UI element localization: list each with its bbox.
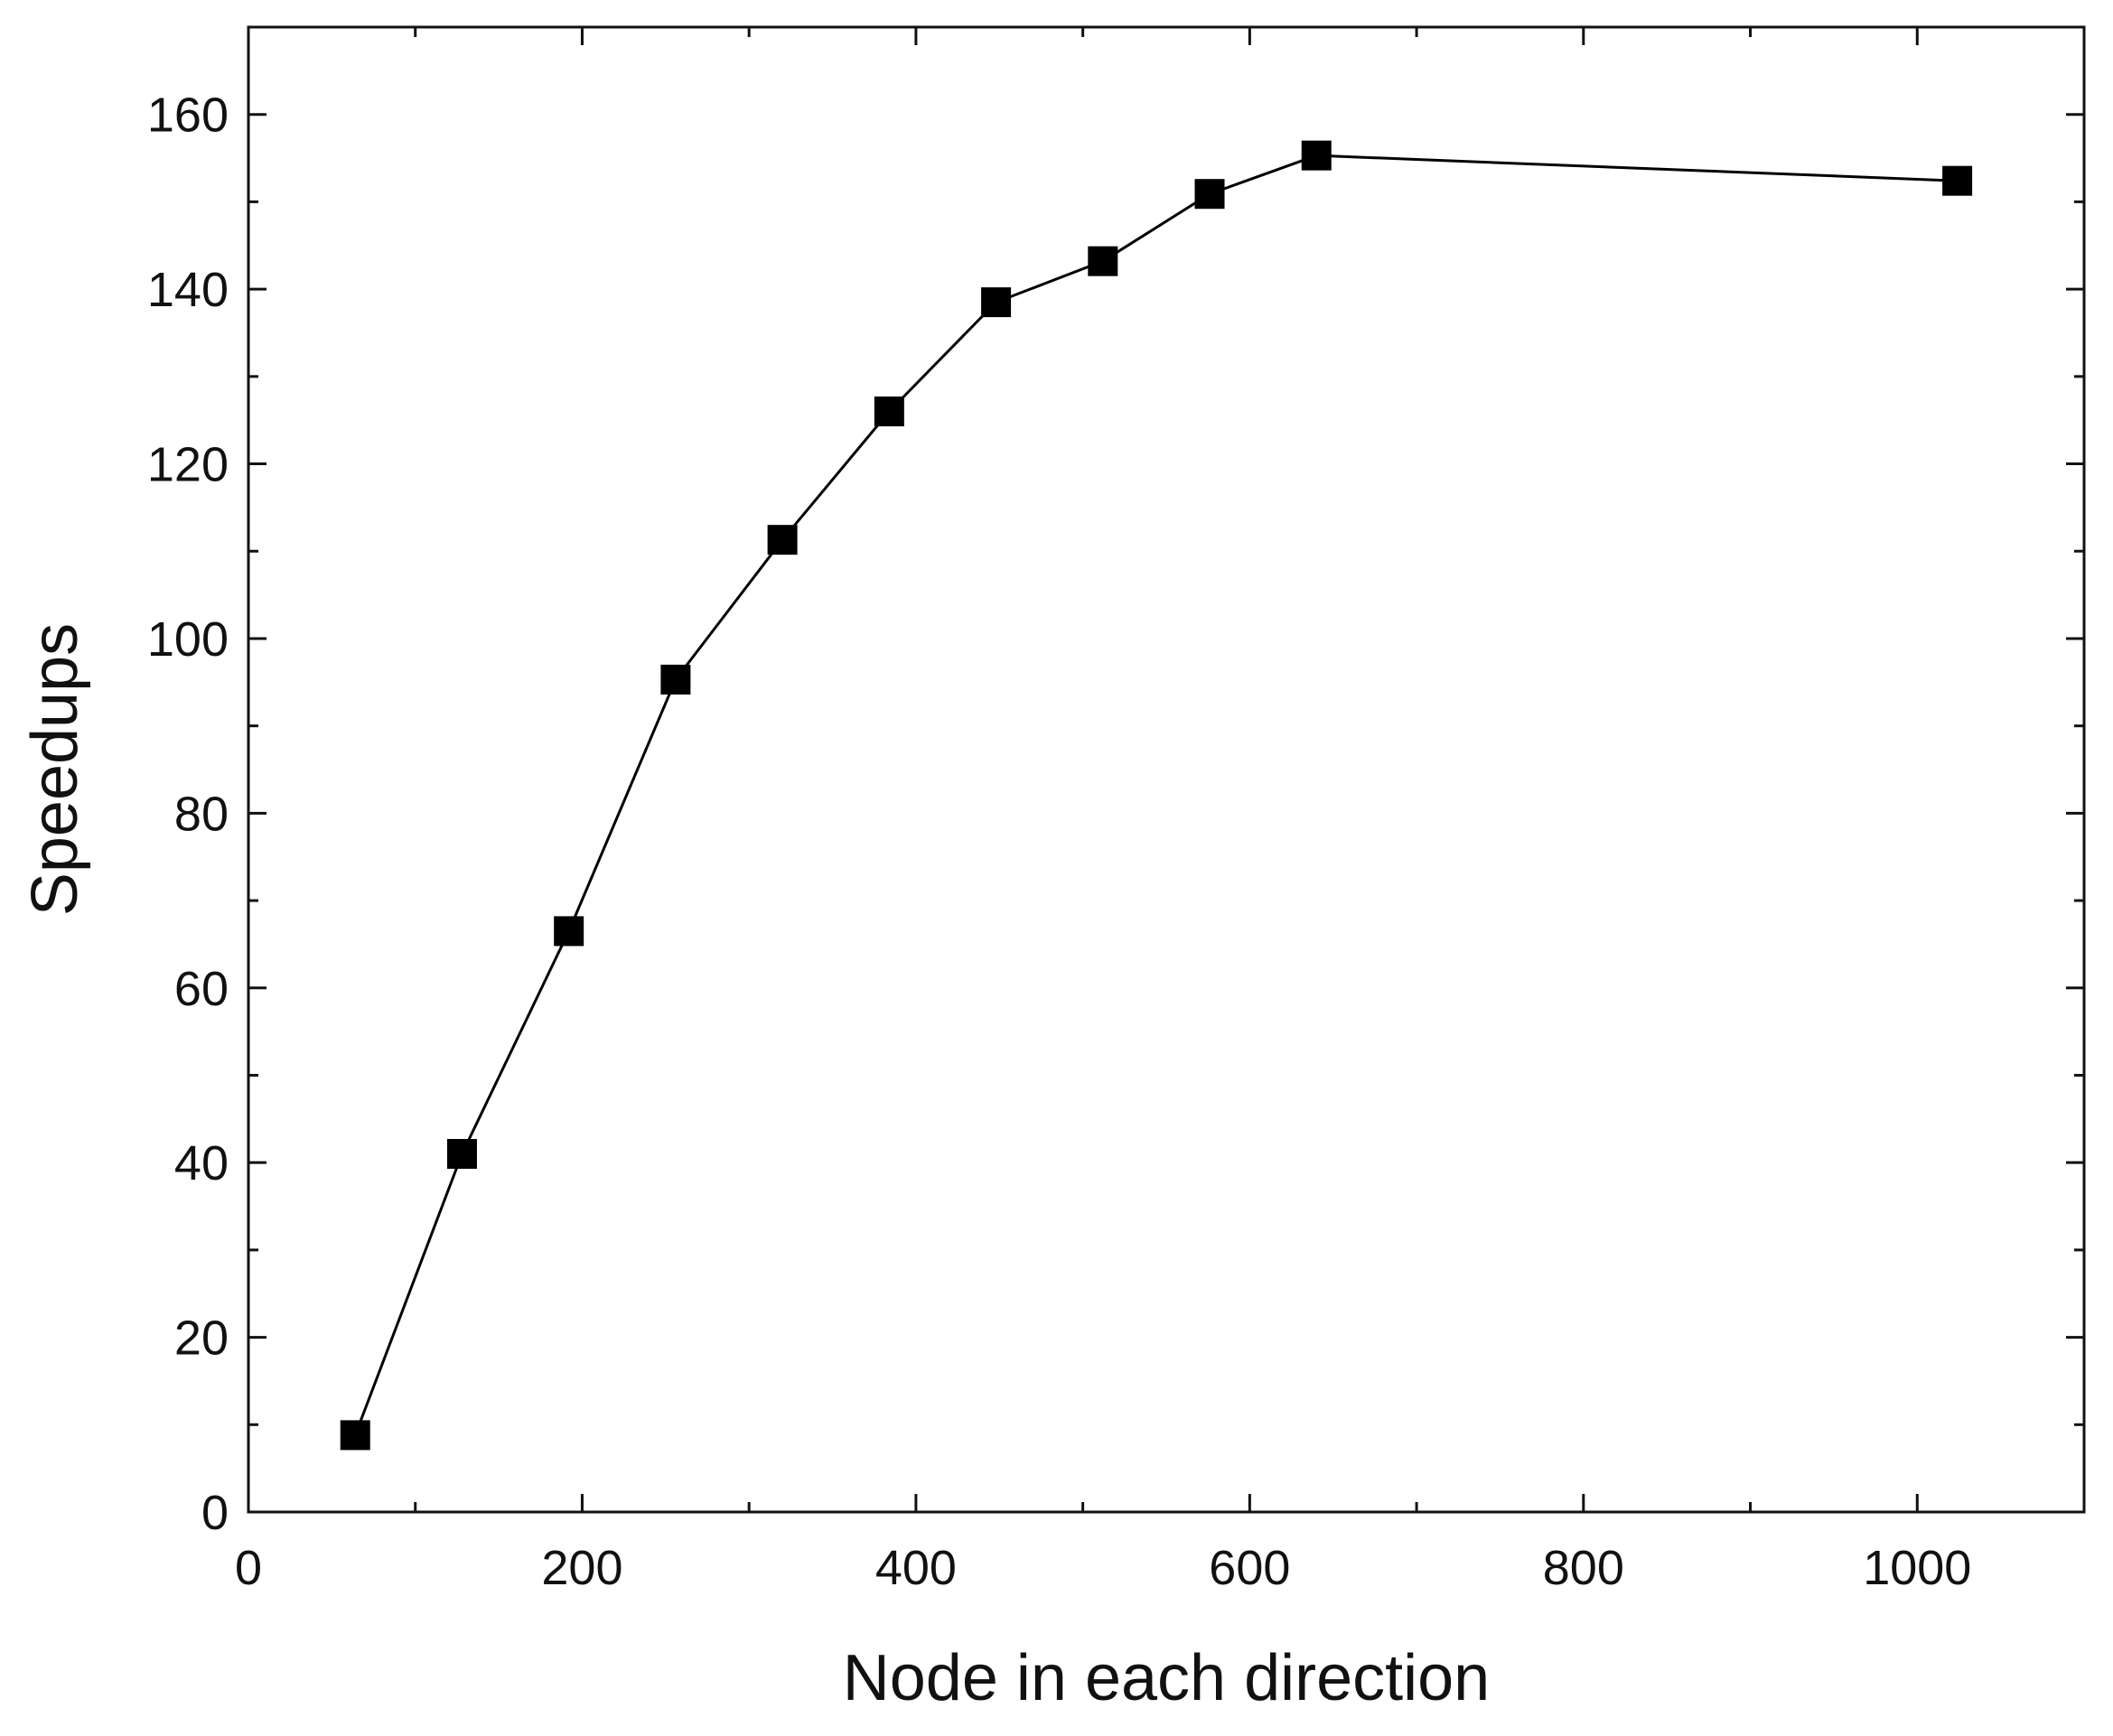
y-tick-label: 80	[174, 787, 229, 841]
y-tick-label: 20	[174, 1311, 229, 1366]
point-marker	[1301, 140, 1332, 171]
point-marker	[1194, 179, 1225, 210]
y-tick-label: 0	[201, 1486, 229, 1540]
point-marker	[981, 287, 1012, 318]
point-marker	[874, 397, 904, 427]
point-marker	[660, 664, 691, 695]
y-tick-label: 160	[147, 89, 229, 143]
series-line	[353, 154, 1958, 1436]
y-tick-label: 60	[174, 962, 229, 1016]
x-tick-label: 1000	[1863, 1541, 1971, 1595]
x-tick-label: 200	[541, 1541, 622, 1595]
x-tick-label: 800	[1543, 1541, 1624, 1595]
y-tick-label: 140	[147, 263, 229, 317]
x-tick-label: 400	[875, 1541, 957, 1595]
y-axis-title: Speedups	[19, 623, 91, 916]
plot-frame	[247, 25, 2086, 1514]
point-marker	[446, 1139, 477, 1170]
y-tick-label: 100	[147, 612, 229, 667]
point-marker	[1088, 246, 1118, 276]
x-tick-label: 0	[235, 1541, 262, 1595]
x-tick-label: 600	[1209, 1541, 1290, 1595]
point-marker	[554, 916, 584, 947]
point-marker	[767, 525, 798, 555]
point-marker	[340, 1420, 370, 1451]
x-axis-title: Node in each direction	[843, 1642, 1490, 1714]
y-tick-label: 40	[174, 1136, 229, 1190]
point-marker	[1942, 165, 1973, 196]
y-tick-label: 120	[147, 438, 229, 492]
